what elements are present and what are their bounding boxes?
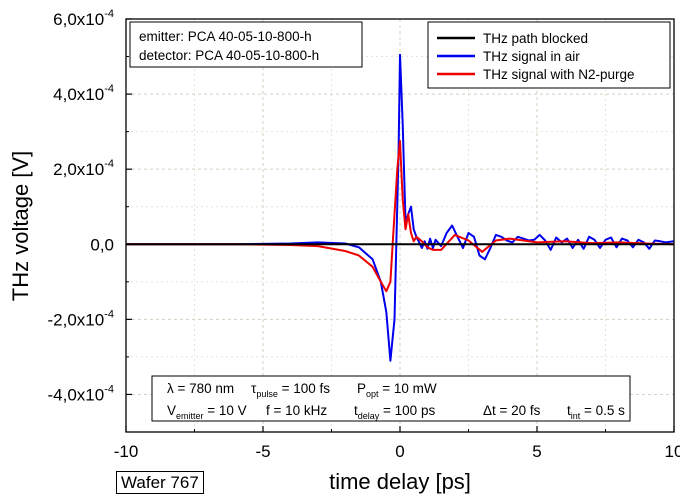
y-tick-mantissa: 4,0x10	[53, 85, 104, 104]
legend: THz path blocked THz signal in air THz sig…	[427, 21, 671, 89]
legend-label: THz signal with N2-purge	[483, 67, 635, 82]
param-line-2: Vemitter = 10 V f = 10 kHz tdelay = 100 …	[167, 403, 625, 421]
x-tick-label: -5	[255, 442, 270, 461]
x-tick-label: 5	[532, 442, 541, 461]
y-tick-exponent: -4	[104, 383, 114, 395]
param-f: f = 10 kHz	[266, 403, 327, 418]
y-tick-label: -4,0x10-4	[48, 383, 114, 404]
param-t-value: = 100 ps	[379, 403, 435, 418]
y-tick-mantissa: 6,0x10	[53, 10, 104, 29]
wafer-label: Wafer 767	[116, 471, 204, 494]
x-tick-label: -10	[114, 442, 139, 461]
param-t: t	[354, 403, 358, 418]
x-tick-label: 0	[395, 442, 404, 461]
y-tick-exponent: -4	[104, 83, 114, 95]
y-axis-label: THz voltage [V]	[8, 151, 33, 301]
emitter-label: emitter: PCA 40-05-10-800-h	[139, 29, 312, 44]
param-p-value: = 10 mW	[379, 381, 437, 396]
param-tau: τ	[251, 381, 257, 396]
series-n2-purge	[126, 140, 675, 293]
detector-label: detector: PCA 40-05-10-800-h	[139, 48, 319, 63]
legend-label: THz path blocked	[483, 31, 588, 46]
y-tick-labels: 6,0x10-44,0x10-42,0x10-40,0-2,0x10-4-4,0…	[48, 8, 114, 404]
y-tick-mantissa: 0,0	[90, 235, 114, 254]
x-tick-label: 10	[665, 442, 680, 461]
y-tick-mantissa: 2,0x10	[53, 160, 104, 179]
series-group	[126, 53, 675, 362]
y-tick-exponent: -4	[104, 8, 114, 20]
param-line-1: λ = 780 nm τpulse = 100 fs Popt = 10 mW	[167, 381, 437, 399]
y-tick-label: -2,0x10-4	[48, 308, 114, 329]
y-tick-label: 4,0x10-4	[53, 83, 114, 104]
x-axis-label: time delay [ps]	[329, 469, 471, 494]
y-tick-mantissa: -2,0x10	[48, 310, 105, 329]
series-air	[126, 53, 675, 362]
param-p-sub: opt	[366, 389, 379, 399]
param-tint-sub: int	[571, 411, 581, 421]
y-tick-mantissa: -4,0x10	[48, 385, 105, 404]
legend-label: THz signal in air	[483, 49, 580, 64]
param-lambda: λ = 780 nm	[167, 381, 234, 396]
param-tint-value: = 0.5 s	[580, 403, 625, 418]
param-v-value: = 10 V	[204, 403, 247, 418]
param-dt: Δt = 20 fs	[483, 403, 541, 418]
param-tint: t	[567, 403, 571, 418]
param-tau-sub: pulse	[256, 389, 278, 399]
param-v: V	[167, 403, 176, 418]
param-t-sub: delay	[358, 411, 380, 421]
param-p: P	[357, 381, 366, 396]
tick-marks	[125, 18, 675, 432]
y-tick-label: 6,0x10-4	[53, 8, 114, 29]
param-tau-value: = 100 fs	[278, 381, 330, 396]
parameters-box: λ = 780 nm τpulse = 100 fs Popt = 10 mW …	[151, 375, 631, 422]
y-tick-label: 0,0	[90, 235, 114, 254]
y-tick-label: 2,0x10-4	[53, 158, 114, 179]
y-tick-exponent: -4	[104, 308, 114, 320]
param-v-sub: emitter	[176, 411, 204, 421]
emitter-detector-box: emitter: PCA 40-05-10-800-h detector: PC…	[129, 21, 363, 68]
x-tick-labels: -10 -5 0 5 10	[114, 442, 680, 461]
y-tick-exponent: -4	[104, 158, 114, 170]
